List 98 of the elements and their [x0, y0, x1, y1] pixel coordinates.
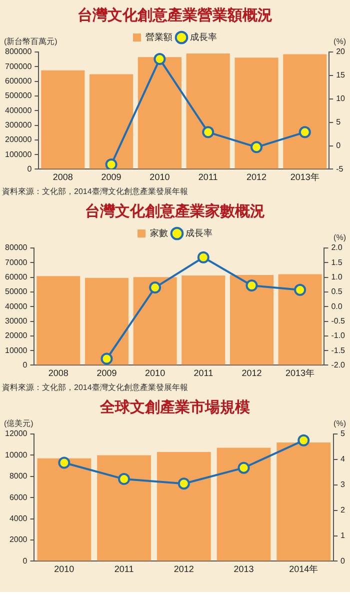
point — [298, 126, 311, 138]
y-tick-label: 600000 — [4, 76, 32, 86]
bar — [186, 53, 230, 169]
x-tick-label: 2011 — [194, 368, 214, 378]
y2-tick-label: 2 — [340, 506, 346, 515]
y-tick-label: 400000 — [4, 106, 32, 115]
x-tick-label: 2011 — [198, 172, 218, 182]
y-tick-label: 6000 — [9, 492, 28, 502]
x-tick-label: 2013 — [234, 564, 254, 574]
y-tick-label: 100000 — [4, 150, 32, 159]
y-tick-label: 300000 — [4, 120, 32, 130]
x-tick-label: 2009 — [101, 172, 122, 182]
y2-tick-label: 0 — [336, 140, 342, 150]
y-tick-label: 500000 — [4, 91, 32, 100]
y2-tick-label: 1.5 — [331, 258, 343, 267]
y2-axis-title: (%) — [334, 233, 346, 242]
y2-tick-label: 20 — [336, 47, 346, 56]
y2-tick-label: -0.5 — [331, 316, 346, 326]
y-tick-label: 800000 — [4, 47, 32, 56]
chart-title: 台灣文化創意產業家數概況 — [84, 201, 266, 222]
y-tick-label: 60000 — [4, 272, 28, 282]
x-tick-label: 2009 — [96, 368, 117, 378]
x-tick-label: 2012 — [242, 368, 262, 378]
y-tick-label: 10000 — [4, 346, 28, 355]
point — [149, 282, 162, 294]
x-tick-label: 2011 — [114, 564, 134, 574]
point — [154, 53, 166, 66]
x-tick-label: 2008 — [52, 172, 73, 182]
point — [100, 352, 113, 365]
point — [294, 284, 306, 296]
y2-tick-label: -2.0 — [331, 360, 346, 370]
point — [250, 141, 262, 154]
y2-tick-label: 0 — [340, 556, 346, 566]
y-axis-title: (新台幣百萬元) — [4, 37, 58, 46]
y2-tick-label: 0.0 — [331, 302, 343, 311]
source-note: 資料來源：文化部，2014臺灣文化創意產業發展年報 — [1, 186, 189, 197]
source-note: 資料來源：文化部，2014臺灣文化創意產業發展年報 — [1, 382, 189, 393]
point — [58, 456, 70, 469]
bar — [41, 70, 85, 169]
legend-label: 營業額 — [146, 32, 172, 42]
x-tick-label: 2010 — [150, 172, 170, 182]
y-tick-label: 200000 — [4, 135, 32, 144]
point — [197, 251, 210, 264]
y-tick-label: 30000 — [4, 316, 28, 326]
bar — [234, 58, 278, 169]
y-tick-label: 8000 — [9, 472, 28, 481]
y2-tick-label: 2.0 — [331, 243, 343, 252]
x-tick-label: 2013年 — [286, 368, 315, 378]
legend-label: 成長率 — [190, 32, 217, 42]
y2-tick-label: 15 — [336, 70, 346, 80]
y-tick-label: 70000 — [4, 258, 28, 267]
y-tick-label: 50000 — [4, 287, 28, 296]
point — [105, 158, 118, 170]
chart-title: 台灣文化創意產業營業額概況 — [76, 5, 274, 26]
y-tick-label: 2000 — [9, 535, 28, 544]
x-tick-label: 2010 — [145, 368, 166, 378]
y-axis-title: (億美元) — [4, 419, 34, 428]
y-tick-label: 40000 — [4, 302, 28, 311]
legend-label: 成長率 — [186, 228, 212, 238]
y2-tick-label: 1 — [340, 530, 346, 540]
bar — [90, 74, 134, 169]
y2-tick-label: 3 — [340, 480, 346, 490]
y2-tick-label: 0.5 — [331, 287, 343, 296]
point — [202, 126, 214, 138]
chart-title: 全球文創產業市場規模 — [98, 397, 251, 418]
x-tick-label: 2013年 — [290, 172, 320, 182]
x-tick-label: 2010 — [54, 564, 74, 574]
bar — [283, 54, 327, 169]
point — [246, 280, 258, 292]
y-tick-label: 4000 — [9, 514, 28, 524]
y2-tick-label: 1.0 — [331, 272, 343, 282]
y2-tick-label: 10 — [336, 94, 346, 104]
y2-tick-label: -1.5 — [331, 346, 346, 355]
bar — [138, 57, 182, 169]
y-tick-label: 0 — [27, 164, 32, 174]
y2-axis-title: (%) — [334, 37, 346, 46]
x-tick-label: 2012 — [174, 564, 194, 574]
y2-tick-label: 4 — [340, 454, 346, 464]
x-tick-label: 2008 — [48, 368, 68, 378]
y-tick-label: 12000 — [4, 429, 28, 438]
y2-axis-title: (%) — [334, 419, 346, 428]
point — [238, 462, 250, 474]
y2-tick-label: -1.0 — [331, 331, 346, 340]
y2-tick-label: -5 — [336, 164, 344, 174]
x-tick-label: 2012 — [246, 172, 267, 182]
point — [178, 478, 190, 490]
x-tick-label: 2014年 — [289, 564, 318, 574]
y2-tick-label: 5 — [340, 429, 346, 438]
y-tick-label: 20000 — [4, 331, 28, 340]
y2-tick-label: 5 — [336, 118, 342, 127]
y-tick-label: 0 — [22, 556, 28, 566]
y-tick-label: 0 — [22, 360, 28, 370]
y-tick-label: 80000 — [4, 243, 28, 252]
point — [118, 473, 130, 486]
y-tick-label: 700000 — [4, 62, 32, 71]
legend-label: 家數 — [150, 228, 168, 238]
y-tick-label: 10000 — [4, 450, 28, 460]
point — [298, 434, 310, 446]
